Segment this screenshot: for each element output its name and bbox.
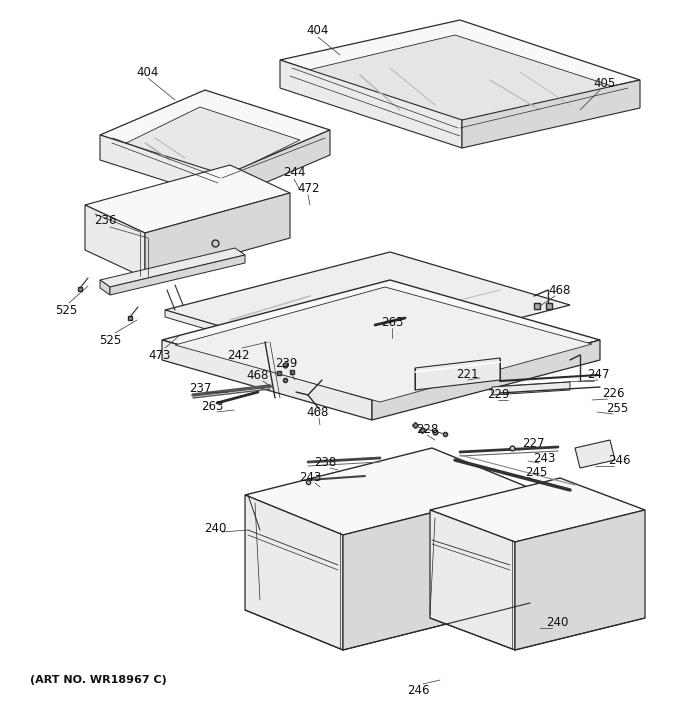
Polygon shape bbox=[280, 60, 462, 148]
Text: (ART NO. WR18967 C): (ART NO. WR18967 C) bbox=[30, 675, 167, 685]
Text: 263: 263 bbox=[381, 315, 403, 328]
Text: 221: 221 bbox=[456, 368, 478, 381]
Polygon shape bbox=[100, 280, 110, 295]
Text: 236: 236 bbox=[94, 213, 116, 226]
Polygon shape bbox=[515, 510, 645, 650]
Text: 468: 468 bbox=[549, 283, 571, 297]
Polygon shape bbox=[245, 448, 530, 535]
Text: 243: 243 bbox=[299, 471, 321, 484]
Polygon shape bbox=[100, 90, 330, 175]
Text: 237: 237 bbox=[189, 381, 211, 394]
Text: 229: 229 bbox=[487, 387, 509, 400]
Polygon shape bbox=[162, 280, 600, 400]
Text: 468: 468 bbox=[307, 405, 329, 418]
Text: 472: 472 bbox=[298, 181, 320, 194]
Text: 228: 228 bbox=[415, 423, 438, 436]
Text: 238: 238 bbox=[314, 455, 336, 468]
Text: 242: 242 bbox=[226, 349, 250, 362]
Text: 404: 404 bbox=[137, 65, 159, 78]
Text: 244: 244 bbox=[283, 165, 305, 178]
Text: 227: 227 bbox=[522, 436, 544, 450]
Polygon shape bbox=[175, 287, 592, 402]
Text: 525: 525 bbox=[99, 334, 121, 347]
Text: 245: 245 bbox=[525, 465, 547, 478]
Polygon shape bbox=[165, 252, 570, 363]
Polygon shape bbox=[118, 107, 300, 180]
Polygon shape bbox=[100, 248, 245, 287]
Text: 240: 240 bbox=[546, 616, 568, 629]
Polygon shape bbox=[300, 35, 618, 125]
Text: 239: 239 bbox=[275, 357, 297, 370]
Polygon shape bbox=[110, 255, 245, 295]
Text: 473: 473 bbox=[149, 349, 171, 362]
Polygon shape bbox=[162, 340, 372, 420]
Polygon shape bbox=[85, 165, 290, 233]
Polygon shape bbox=[343, 488, 530, 650]
Polygon shape bbox=[225, 130, 330, 200]
Text: 226: 226 bbox=[602, 386, 624, 399]
Text: 243: 243 bbox=[533, 452, 555, 465]
Polygon shape bbox=[372, 340, 600, 420]
Polygon shape bbox=[165, 310, 345, 370]
Polygon shape bbox=[492, 382, 570, 395]
Text: 246: 246 bbox=[407, 684, 429, 697]
Text: 468: 468 bbox=[247, 368, 269, 381]
Text: 404: 404 bbox=[307, 23, 329, 36]
Polygon shape bbox=[145, 193, 290, 278]
Text: 255: 255 bbox=[606, 402, 628, 415]
Polygon shape bbox=[575, 440, 615, 468]
Text: 246: 246 bbox=[608, 454, 630, 466]
Polygon shape bbox=[430, 478, 645, 542]
Polygon shape bbox=[85, 205, 145, 278]
Polygon shape bbox=[462, 80, 640, 148]
Text: 263: 263 bbox=[201, 399, 223, 413]
Polygon shape bbox=[430, 510, 515, 650]
Polygon shape bbox=[245, 495, 343, 650]
Polygon shape bbox=[100, 135, 225, 200]
Text: 247: 247 bbox=[587, 368, 609, 381]
Polygon shape bbox=[280, 20, 640, 120]
Text: 240: 240 bbox=[204, 521, 226, 534]
Polygon shape bbox=[415, 358, 500, 390]
Text: 525: 525 bbox=[55, 304, 77, 317]
Text: 405: 405 bbox=[593, 77, 615, 89]
